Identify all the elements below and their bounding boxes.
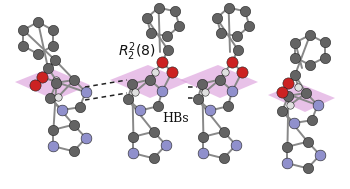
Point	[234, 35, 240, 38]
Point	[35, 20, 41, 23]
Point	[322, 56, 328, 59]
Point	[221, 157, 226, 160]
Point	[285, 162, 290, 165]
Point	[50, 44, 56, 47]
Point	[225, 105, 231, 108]
Point	[131, 135, 136, 138]
Point	[208, 109, 213, 112]
Point	[218, 31, 224, 34]
Point	[279, 91, 285, 94]
Polygon shape	[110, 65, 188, 98]
Point	[51, 145, 56, 148]
Point	[160, 89, 165, 92]
Point	[51, 128, 56, 131]
Point	[309, 119, 314, 122]
Point	[279, 109, 285, 112]
Point	[235, 49, 241, 52]
Point	[229, 60, 235, 64]
Point	[83, 91, 89, 94]
Point	[52, 58, 58, 61]
Point	[50, 29, 56, 32]
Point	[177, 24, 182, 27]
Point	[55, 95, 61, 98]
Polygon shape	[15, 68, 90, 100]
Point	[202, 91, 208, 94]
Point	[285, 81, 291, 84]
Point	[199, 82, 205, 85]
Point	[293, 41, 298, 44]
Point	[71, 78, 77, 81]
Point	[233, 143, 239, 146]
Point	[54, 81, 59, 84]
Point	[163, 143, 169, 146]
Point	[48, 96, 53, 99]
Point	[169, 70, 175, 74]
Point	[293, 56, 298, 59]
Point	[144, 17, 149, 20]
Point	[315, 104, 321, 107]
Point	[201, 135, 206, 138]
Point	[317, 153, 323, 156]
Point	[132, 91, 138, 94]
Point	[247, 24, 252, 27]
Point	[71, 150, 76, 153]
Point	[295, 85, 301, 88]
Point	[45, 67, 51, 70]
Point	[165, 49, 171, 52]
Point	[151, 157, 156, 160]
Text: HBs: HBs	[162, 112, 189, 125]
Point	[77, 106, 82, 109]
Point	[35, 53, 41, 56]
Point	[195, 98, 201, 101]
Point	[201, 152, 206, 155]
Point	[83, 136, 89, 139]
Point	[242, 10, 248, 13]
Point	[286, 94, 291, 97]
Point	[156, 6, 161, 9]
Point	[138, 109, 143, 112]
Point	[147, 78, 153, 81]
Point	[71, 123, 76, 126]
Point	[152, 70, 158, 74]
Point	[303, 91, 309, 94]
Point	[21, 29, 26, 32]
Point	[221, 130, 226, 133]
Text: $R_2^2(8)$: $R_2^2(8)$	[118, 41, 156, 63]
Point	[125, 98, 131, 101]
Point	[222, 70, 228, 74]
Point	[130, 82, 135, 85]
Point	[226, 6, 231, 9]
Point	[32, 84, 38, 87]
Point	[217, 78, 223, 81]
Point	[159, 60, 165, 64]
Point	[172, 10, 178, 13]
Point	[305, 167, 310, 170]
Point	[287, 104, 293, 107]
Point	[21, 44, 26, 47]
Point	[148, 31, 154, 34]
Point	[322, 41, 328, 44]
Point	[305, 140, 310, 143]
Point	[164, 35, 170, 38]
Point	[291, 122, 297, 125]
Point	[307, 64, 313, 67]
Point	[285, 145, 290, 148]
Point	[151, 130, 156, 133]
Polygon shape	[180, 65, 258, 98]
Point	[53, 78, 59, 81]
Point	[155, 105, 161, 108]
Polygon shape	[268, 83, 335, 112]
Point	[59, 108, 65, 112]
Point	[307, 33, 313, 36]
Point	[292, 74, 298, 77]
Point	[39, 75, 45, 78]
Point	[131, 152, 136, 155]
Point	[239, 70, 245, 74]
Point	[214, 17, 219, 20]
Point	[230, 89, 235, 92]
